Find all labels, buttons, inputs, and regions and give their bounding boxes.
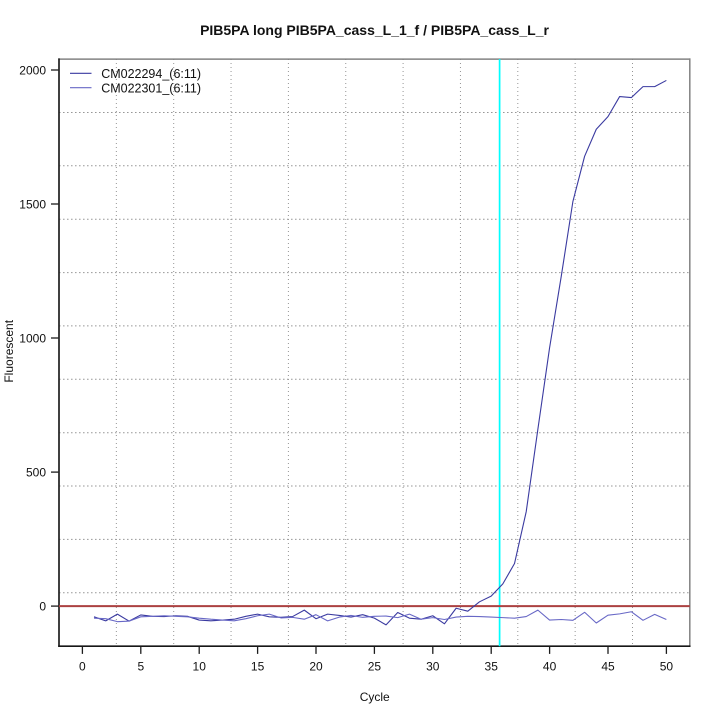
svg-text:15: 15 [251,660,265,674]
svg-text:2000: 2000 [19,63,46,77]
svg-text:20: 20 [309,660,323,674]
svg-text:0: 0 [79,660,86,674]
svg-text:500: 500 [26,465,46,479]
svg-text:1500: 1500 [19,197,46,211]
svg-text:50: 50 [660,660,674,674]
svg-text:PIB5PA long PIB5PA_cass_L_1_f: PIB5PA long PIB5PA_cass_L_1_f / PIB5PA_c… [200,22,549,38]
svg-text:45: 45 [601,660,615,674]
svg-text:CM022301_(6:11): CM022301_(6:11) [101,81,201,95]
svg-text:Cycle: Cycle [360,690,390,704]
svg-text:1000: 1000 [19,331,46,345]
svg-text:30: 30 [426,660,440,674]
svg-text:10: 10 [193,660,207,674]
svg-text:5: 5 [137,660,144,674]
svg-text:CM022294_(6:11): CM022294_(6:11) [101,67,201,81]
svg-text:35: 35 [485,660,499,674]
svg-text:0: 0 [39,599,46,613]
svg-text:25: 25 [368,660,382,674]
svg-text:Fluorescent: Fluorescent [2,319,16,382]
svg-text:40: 40 [543,660,557,674]
